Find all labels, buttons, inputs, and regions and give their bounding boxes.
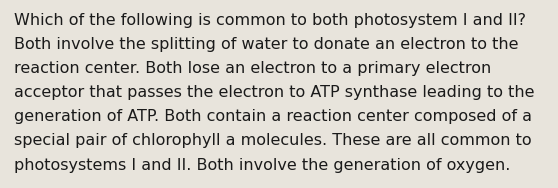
Text: acceptor that passes the electron to ATP synthase leading to the: acceptor that passes the electron to ATP… [14, 85, 535, 100]
Text: Both involve the splitting of water to donate an electron to the: Both involve the splitting of water to d… [14, 37, 518, 52]
Text: photosystems I and II. Both involve the generation of oxygen.: photosystems I and II. Both involve the … [14, 158, 511, 173]
Text: special pair of chlorophyll a molecules. These are all common to: special pair of chlorophyll a molecules.… [14, 133, 532, 149]
Text: reaction center. Both lose an electron to a primary electron: reaction center. Both lose an electron t… [14, 61, 491, 76]
Text: generation of ATP. Both contain a reaction center composed of a: generation of ATP. Both contain a reacti… [14, 109, 532, 124]
Text: Which of the following is common to both photosystem I and II?: Which of the following is common to both… [14, 13, 526, 28]
